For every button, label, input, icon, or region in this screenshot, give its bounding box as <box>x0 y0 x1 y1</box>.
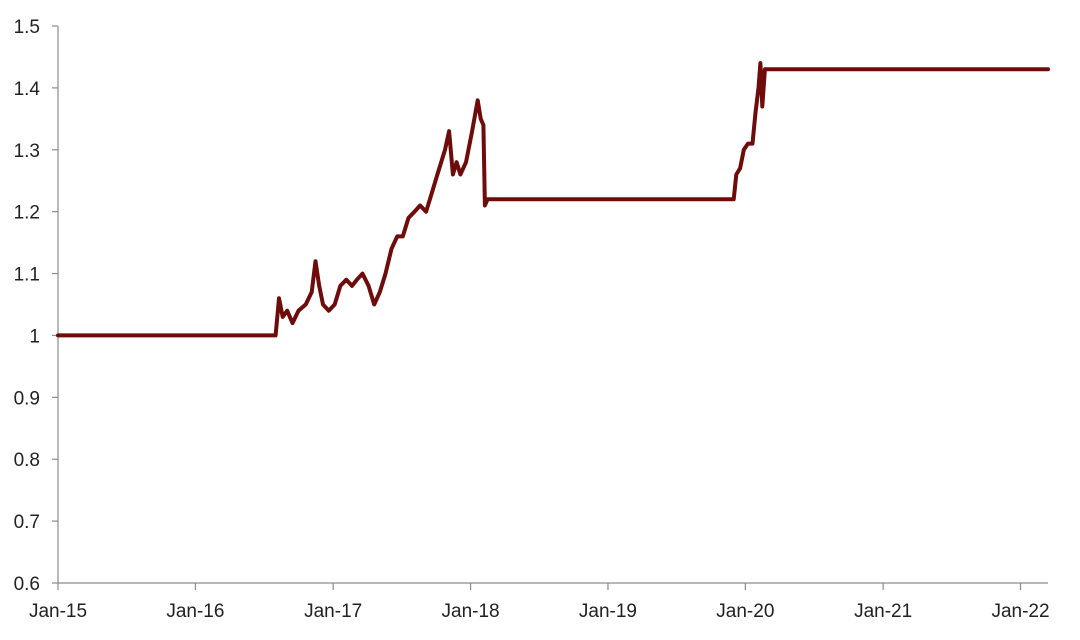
y-tick-label: 0.7 <box>14 512 40 533</box>
y-tick-label: 0.9 <box>14 388 40 409</box>
y-axis: 0.6 0.7 0.8 0.9 1 1.1 1.2 1.3 1.4 1.5 <box>14 17 59 595</box>
y-tick-label: 1.3 <box>14 141 40 162</box>
y-tick-label: 0.8 <box>14 450 40 471</box>
x-tick-label: Jan-19 <box>579 601 637 622</box>
x-tick-label: Jan-16 <box>166 601 224 622</box>
x-axis: Jan-15 Jan-16 Jan-17 Jan-18 Jan-19 Jan-20 Jan-… <box>29 582 1050 622</box>
x-tick-label: Jan-18 <box>442 601 500 622</box>
series-group <box>56 61 1050 338</box>
y-tick-label: 1.2 <box>14 203 40 224</box>
series-line <box>56 61 1050 338</box>
y-tick-label: 1.4 <box>14 79 41 100</box>
x-tick-label: Jan-17 <box>304 601 362 622</box>
y-tick-label: 1 <box>29 326 40 347</box>
y-tick-label: 1.5 <box>14 17 40 38</box>
y-tick-label: 1.1 <box>14 265 40 286</box>
x-tick-label: Jan-21 <box>854 601 912 622</box>
y-tick-label: 0.6 <box>14 574 40 595</box>
x-tick-label: Jan-22 <box>991 601 1049 622</box>
x-tick-label: Jan-20 <box>716 601 774 622</box>
x-tick-label: Jan-15 <box>29 601 87 622</box>
